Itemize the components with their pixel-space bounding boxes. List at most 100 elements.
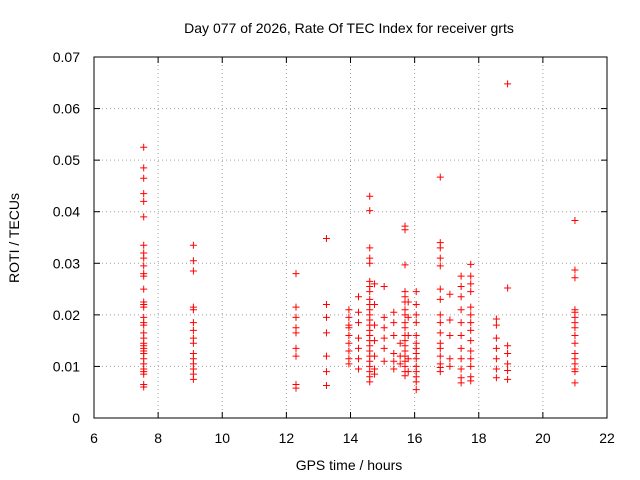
x-tick-label: 14 xyxy=(343,430,359,446)
chart-title: Day 077 of 2026, Rate Of TEC Index for r… xyxy=(184,20,514,36)
x-tick-label: 8 xyxy=(154,430,162,446)
data-point xyxy=(322,313,330,321)
data-point xyxy=(380,282,388,290)
data-point xyxy=(446,290,454,298)
data-point xyxy=(189,339,197,347)
data-point xyxy=(467,311,475,319)
data-point xyxy=(436,262,444,270)
data-point xyxy=(345,313,353,321)
data-point xyxy=(140,241,148,249)
data-point xyxy=(436,344,444,352)
y-tick-labels: 0 0.01 0.02 0.03 0.04 0.05 0.06 0.07 xyxy=(53,49,80,426)
data-point xyxy=(412,331,420,339)
data-point xyxy=(571,368,579,376)
data-point xyxy=(446,355,454,363)
data-point xyxy=(436,329,444,337)
data-point xyxy=(292,344,300,352)
data-point xyxy=(412,378,420,386)
data-point xyxy=(467,377,475,385)
data-point xyxy=(504,284,512,292)
data-point xyxy=(436,368,444,376)
x-tick-label: 20 xyxy=(535,430,551,446)
data-point xyxy=(571,339,579,347)
data-point xyxy=(457,344,465,352)
data-point xyxy=(292,352,300,360)
data-point xyxy=(140,383,148,391)
data-points xyxy=(140,80,579,394)
data-point xyxy=(396,339,404,347)
data-point xyxy=(412,355,420,363)
data-point xyxy=(446,331,454,339)
data-point xyxy=(140,174,148,182)
data-point xyxy=(396,360,404,368)
data-point xyxy=(571,216,579,224)
data-point xyxy=(189,306,197,314)
data-point xyxy=(140,213,148,221)
data-point xyxy=(390,357,398,365)
data-point xyxy=(355,355,363,363)
data-point xyxy=(322,382,330,390)
data-point xyxy=(322,352,330,360)
y-tick-label: 0.05 xyxy=(53,152,80,168)
x-tick-label: 22 xyxy=(599,430,615,446)
data-point xyxy=(436,319,444,327)
data-point xyxy=(492,344,500,352)
x-tick-label: 12 xyxy=(279,430,295,446)
y-tick-label: 0.02 xyxy=(53,307,80,323)
data-point xyxy=(401,324,409,332)
data-point xyxy=(366,244,374,252)
data-point xyxy=(390,319,398,327)
data-point xyxy=(504,350,512,358)
data-point xyxy=(140,143,148,151)
data-point xyxy=(401,226,409,234)
data-point xyxy=(355,365,363,373)
x-axis-label: GPS time / hours xyxy=(296,457,403,473)
data-point xyxy=(504,367,512,375)
data-point xyxy=(371,321,379,329)
data-point xyxy=(504,375,512,383)
data-point xyxy=(345,347,353,355)
data-point xyxy=(345,306,353,314)
data-point xyxy=(504,360,512,368)
data-point xyxy=(355,293,363,301)
data-point xyxy=(140,254,148,262)
data-point xyxy=(436,254,444,262)
data-point xyxy=(322,329,330,337)
data-point xyxy=(467,303,475,311)
data-point xyxy=(467,319,475,327)
data-point xyxy=(390,331,398,339)
data-point xyxy=(504,342,512,350)
data-point xyxy=(292,329,300,337)
data-point xyxy=(436,311,444,319)
data-point xyxy=(355,334,363,342)
data-point xyxy=(571,266,579,274)
data-point xyxy=(189,267,197,275)
data-point xyxy=(467,362,475,370)
data-point xyxy=(189,257,197,265)
data-point xyxy=(140,285,148,293)
data-point xyxy=(457,319,465,327)
data-point xyxy=(446,316,454,324)
data-point xyxy=(446,362,454,370)
data-point xyxy=(366,288,374,296)
data-point xyxy=(140,303,148,311)
data-point xyxy=(412,288,420,296)
data-point xyxy=(457,365,465,373)
data-point xyxy=(492,334,500,342)
tick-layer xyxy=(93,56,608,419)
data-point xyxy=(380,344,388,352)
data-point xyxy=(412,301,420,309)
data-point xyxy=(467,337,475,345)
data-point xyxy=(412,311,420,319)
data-point xyxy=(467,280,475,288)
data-point xyxy=(371,370,379,378)
data-point xyxy=(457,355,465,363)
data-point xyxy=(492,315,500,323)
data-point xyxy=(140,197,148,205)
data-point xyxy=(366,207,374,215)
data-point xyxy=(380,324,388,332)
data-point xyxy=(322,368,330,376)
data-point xyxy=(467,260,475,268)
